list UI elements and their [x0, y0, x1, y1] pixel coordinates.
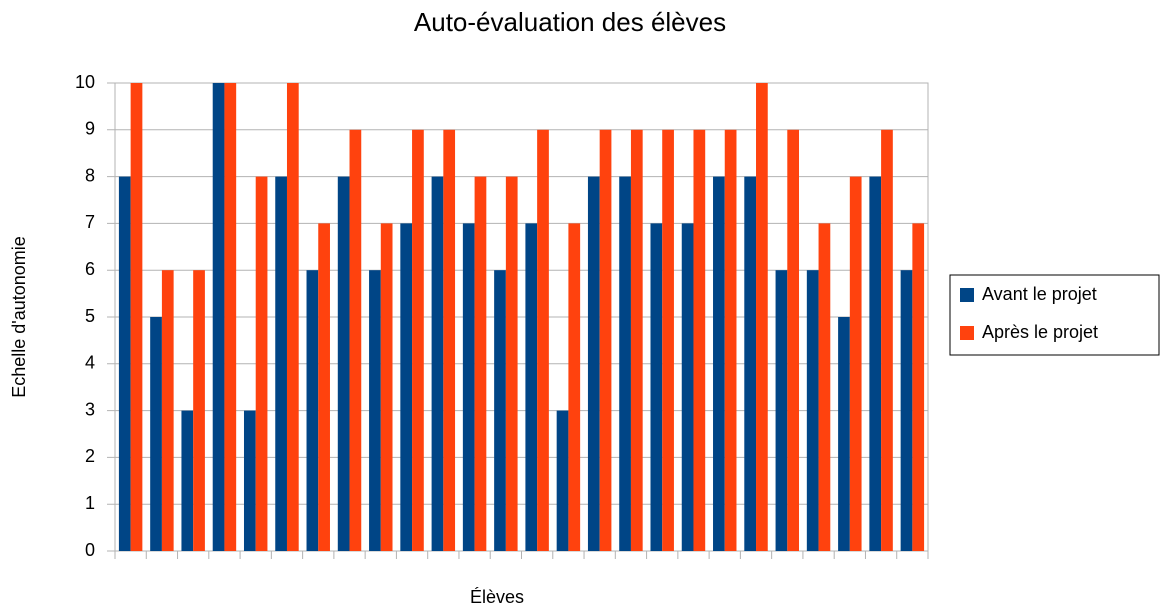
y-tick-label: 1 — [85, 493, 95, 513]
y-tick-label: 7 — [85, 212, 95, 232]
bar — [568, 223, 581, 551]
bar — [713, 176, 725, 551]
bar — [599, 129, 612, 552]
bar — [181, 410, 194, 551]
y-tick-label: 5 — [85, 306, 95, 326]
bar — [900, 270, 913, 551]
bar — [212, 83, 225, 551]
y-tick-label: 9 — [85, 119, 95, 139]
legend-label: Après le projet — [982, 322, 1098, 342]
bar — [505, 176, 518, 551]
y-tick-label: 3 — [85, 399, 95, 419]
bar — [525, 223, 538, 551]
bar — [619, 176, 631, 551]
bar — [431, 176, 444, 551]
bar — [380, 223, 393, 551]
y-tick-label: 8 — [85, 165, 95, 185]
bar — [787, 129, 800, 552]
bar — [275, 176, 287, 551]
x-axis-label: Élèves — [470, 587, 524, 607]
bar — [286, 83, 299, 551]
y-tick-label: 4 — [85, 353, 95, 373]
y-axis-label: Echelle d'autonomie — [9, 236, 29, 398]
bar — [494, 270, 506, 551]
bar — [756, 83, 768, 551]
y-tick-label: 6 — [85, 259, 95, 279]
bar — [255, 176, 268, 551]
bar — [400, 223, 413, 551]
bar — [630, 129, 643, 552]
bar — [818, 223, 831, 551]
bar — [243, 410, 256, 551]
bar — [838, 317, 850, 551]
legend — [949, 274, 1160, 356]
bar — [349, 129, 362, 552]
bar — [224, 83, 237, 551]
bar — [161, 270, 174, 551]
bar — [306, 270, 319, 551]
bar — [412, 129, 424, 552]
bar — [650, 223, 663, 551]
bar — [193, 270, 205, 551]
y-tick-label: 2 — [85, 446, 95, 466]
chart-title: Auto-évaluation des élèves — [414, 7, 726, 37]
bar — [724, 129, 737, 552]
bar — [775, 270, 788, 551]
bar — [587, 176, 600, 551]
bar — [869, 176, 882, 551]
legend-swatch — [960, 288, 974, 302]
y-tick-label: 0 — [85, 540, 95, 560]
bar — [537, 129, 549, 552]
bar — [462, 223, 475, 551]
y-tick-label: 10 — [75, 72, 95, 92]
bar — [681, 223, 694, 551]
bar — [150, 317, 162, 551]
bar — [118, 176, 131, 551]
legend-label: Avant le projet — [982, 284, 1097, 304]
bar — [369, 270, 381, 551]
bar — [474, 176, 487, 551]
bar — [849, 176, 862, 551]
bar — [881, 129, 893, 552]
bar — [443, 129, 456, 552]
legend-swatch — [960, 326, 974, 340]
bar — [662, 129, 674, 552]
bar — [912, 223, 925, 551]
bar — [130, 83, 143, 551]
bar — [337, 176, 350, 551]
bar — [693, 129, 706, 552]
bar — [806, 270, 819, 551]
bar — [744, 176, 757, 551]
bar — [556, 410, 569, 551]
bar — [318, 223, 330, 551]
